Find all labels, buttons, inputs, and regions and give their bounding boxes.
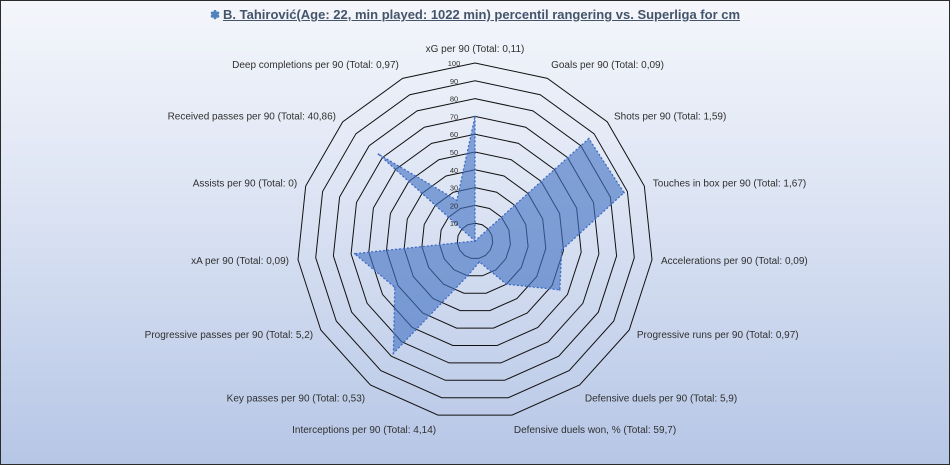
axis-label-2: Goals per 90 (Total: 0,09) [551, 60, 664, 71]
tick-label-10: 10 [450, 219, 458, 228]
axis-label-5: Accelerations per 90 (Total: 0,09) [661, 256, 808, 267]
axis-label-10: Key passes per 90 (Total: 0,53) [227, 393, 365, 404]
axis-label-11: Progressive passes per 90 (Total: 5,2) [145, 330, 313, 341]
tick-label-80: 80 [450, 95, 458, 104]
football-icon: ✽ [209, 8, 221, 22]
data-point-13 [474, 240, 476, 242]
axis-label-1: xG per 90 (Total: 0,11) [426, 44, 525, 55]
data-point-9 [466, 275, 469, 277]
data-point-11 [394, 286, 396, 289]
tick-label-70: 70 [450, 112, 458, 121]
axis-label-8: Defensive duels won, % (Total: 59,7) [514, 425, 676, 436]
data-point-14 [377, 153, 380, 155]
axis-label-14: Received passes per 90 (Total: 40,86) [168, 111, 336, 122]
data-point-8 [478, 261, 481, 263]
data-point-15 [456, 199, 458, 202]
data-point-1 [474, 115, 476, 118]
data-point-10 [392, 352, 395, 355]
data-point-3 [588, 137, 590, 140]
axis-label-13: Assists per 90 (Total: 0) [193, 179, 297, 190]
chart-title-text: B. Tahirović(Age: 22, min played: 1022 m… [223, 7, 741, 22]
tick-label-50: 50 [450, 148, 458, 157]
tick-label-100: 100 [448, 59, 461, 68]
data-point-12 [353, 252, 356, 255]
axis-label-6: Progressive runs per 90 (Total: 0,97) [637, 330, 799, 341]
tick-label-40: 40 [450, 166, 458, 175]
data-point-5 [560, 249, 563, 251]
series-area [353, 116, 625, 355]
chart-title: ✽ B. Tahirović(Age: 22, min played: 1022 … [1, 7, 949, 22]
grid-ring-90 [315, 80, 635, 399]
tick-label-60: 60 [450, 130, 458, 139]
axis-label-4: Touches in box per 90 (Total: 1,67) [653, 179, 806, 190]
axis-label-3: Shots per 90 (Total: 1,59) [614, 111, 726, 122]
data-point-7 [505, 283, 508, 286]
grid-ring-100 [297, 62, 653, 416]
axis-label-15: Deep completions per 90 (Total: 0,97) [232, 60, 399, 71]
tick-label-90: 90 [450, 77, 458, 86]
data-point-6 [559, 289, 561, 291]
tick-label-30: 30 [450, 184, 458, 193]
axis-label-12: xA per 90 (Total: 0,09) [191, 256, 289, 267]
axis-label-9: Interceptions per 90 (Total: 4,14) [292, 425, 436, 436]
axis-label-7: Defensive duels per 90 (Total: 5,9) [585, 393, 737, 404]
data-point-4 [623, 191, 625, 194]
tick-label-20: 20 [450, 201, 458, 210]
